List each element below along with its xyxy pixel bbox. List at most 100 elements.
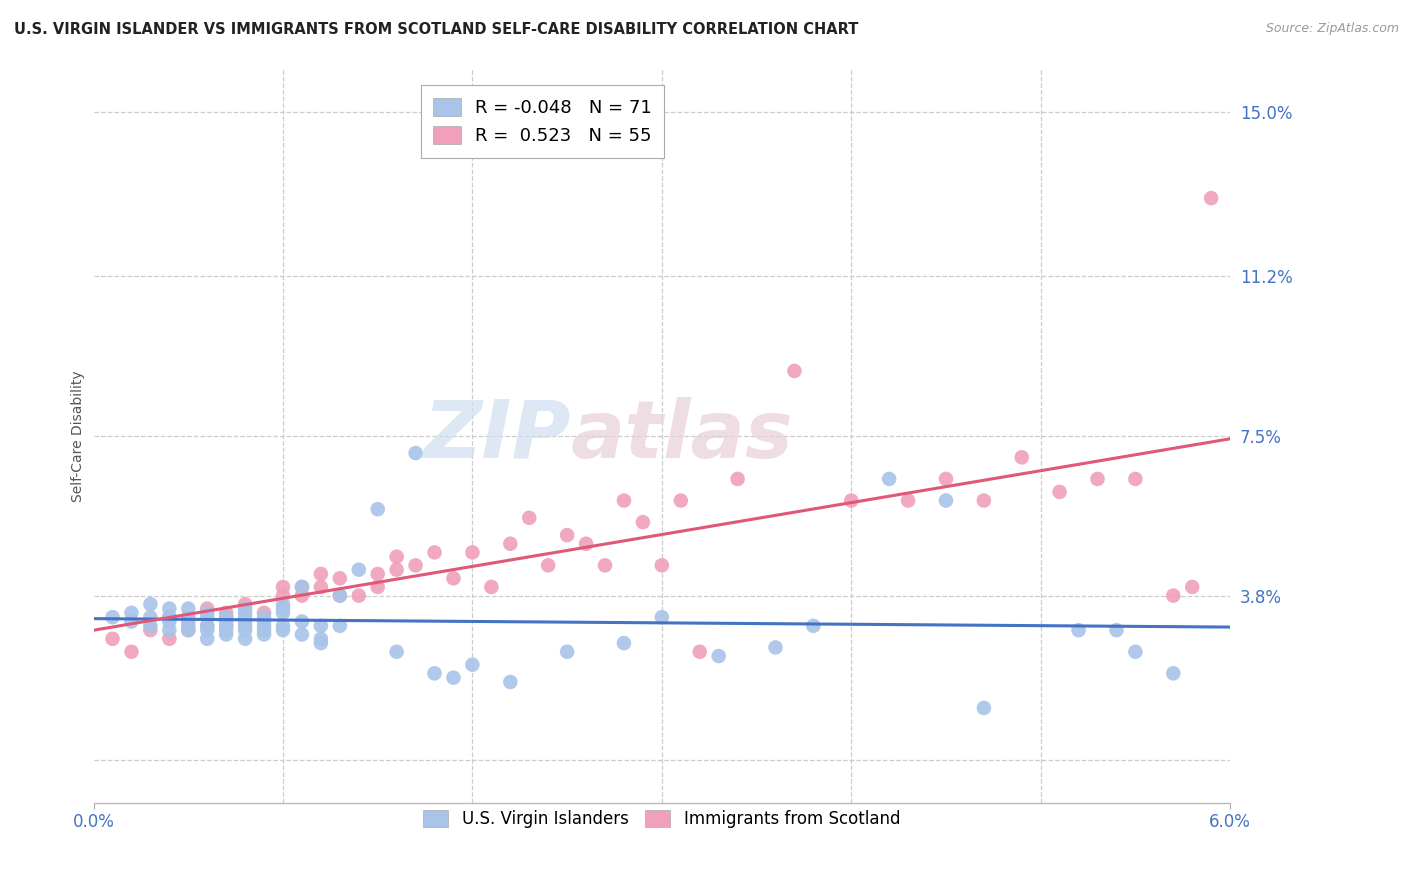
Point: [233, 606, 256, 620]
Point: [765, 640, 787, 655]
Point: [271, 597, 294, 611]
Point: [651, 558, 673, 573]
Point: [215, 619, 238, 633]
Point: [157, 610, 180, 624]
Point: [935, 493, 957, 508]
Point: [253, 610, 276, 624]
Point: [139, 597, 162, 611]
Point: [973, 701, 995, 715]
Point: [1049, 484, 1071, 499]
Point: [405, 558, 427, 573]
Point: [347, 589, 370, 603]
Point: [347, 563, 370, 577]
Point: [177, 601, 200, 615]
Point: [499, 537, 522, 551]
Point: [385, 563, 408, 577]
Point: [461, 657, 484, 672]
Point: [385, 645, 408, 659]
Point: [329, 589, 352, 603]
Point: [120, 615, 142, 629]
Point: [329, 571, 352, 585]
Point: [291, 580, 314, 594]
Point: [291, 615, 314, 629]
Point: [973, 493, 995, 508]
Point: [575, 537, 598, 551]
Point: [707, 649, 730, 664]
Point: [139, 619, 162, 633]
Point: [139, 623, 162, 637]
Point: [309, 566, 332, 581]
Point: [613, 636, 636, 650]
Legend: U.S. Virgin Islanders, Immigrants from Scotland: U.S. Virgin Islanders, Immigrants from S…: [416, 804, 907, 835]
Point: [139, 610, 162, 624]
Point: [1105, 623, 1128, 637]
Point: [727, 472, 749, 486]
Point: [613, 493, 636, 508]
Point: [499, 675, 522, 690]
Point: [195, 619, 218, 633]
Point: [1067, 623, 1090, 637]
Point: [367, 580, 389, 594]
Point: [935, 472, 957, 486]
Point: [479, 580, 502, 594]
Point: [101, 610, 124, 624]
Point: [689, 645, 711, 659]
Point: [253, 623, 276, 637]
Point: [215, 619, 238, 633]
Point: [177, 623, 200, 637]
Point: [443, 671, 465, 685]
Point: [271, 589, 294, 603]
Point: [271, 623, 294, 637]
Text: U.S. VIRGIN ISLANDER VS IMMIGRANTS FROM SCOTLAND SELF-CARE DISABILITY CORRELATIO: U.S. VIRGIN ISLANDER VS IMMIGRANTS FROM …: [14, 22, 859, 37]
Point: [631, 515, 654, 529]
Point: [157, 601, 180, 615]
Point: [253, 615, 276, 629]
Point: [215, 615, 238, 629]
Point: [593, 558, 616, 573]
Point: [195, 601, 218, 615]
Point: [120, 645, 142, 659]
Point: [309, 580, 332, 594]
Point: [1161, 589, 1184, 603]
Point: [1011, 450, 1033, 465]
Point: [517, 511, 540, 525]
Text: ZIP: ZIP: [423, 397, 571, 475]
Text: Source: ZipAtlas.com: Source: ZipAtlas.com: [1265, 22, 1399, 36]
Point: [157, 632, 180, 646]
Point: [367, 502, 389, 516]
Point: [783, 364, 806, 378]
Point: [803, 619, 825, 633]
Point: [157, 610, 180, 624]
Point: [537, 558, 560, 573]
Point: [669, 493, 692, 508]
Point: [461, 545, 484, 559]
Point: [233, 610, 256, 624]
Point: [233, 601, 256, 615]
Point: [1181, 580, 1204, 594]
Point: [555, 645, 578, 659]
Point: [1125, 472, 1147, 486]
Point: [177, 619, 200, 633]
Point: [177, 615, 200, 629]
Point: [271, 601, 294, 615]
Point: [423, 545, 446, 559]
Point: [1199, 191, 1222, 205]
Point: [177, 610, 200, 624]
Point: [195, 619, 218, 633]
Point: [329, 589, 352, 603]
Point: [309, 632, 332, 646]
Point: [233, 615, 256, 629]
Point: [195, 632, 218, 646]
Point: [253, 619, 276, 633]
Point: [443, 571, 465, 585]
Point: [1125, 645, 1147, 659]
Point: [329, 619, 352, 633]
Y-axis label: Self-Care Disability: Self-Care Disability: [72, 370, 86, 501]
Point: [839, 493, 862, 508]
Point: [215, 627, 238, 641]
Point: [309, 636, 332, 650]
Point: [309, 619, 332, 633]
Point: [120, 606, 142, 620]
Point: [157, 615, 180, 629]
Point: [555, 528, 578, 542]
